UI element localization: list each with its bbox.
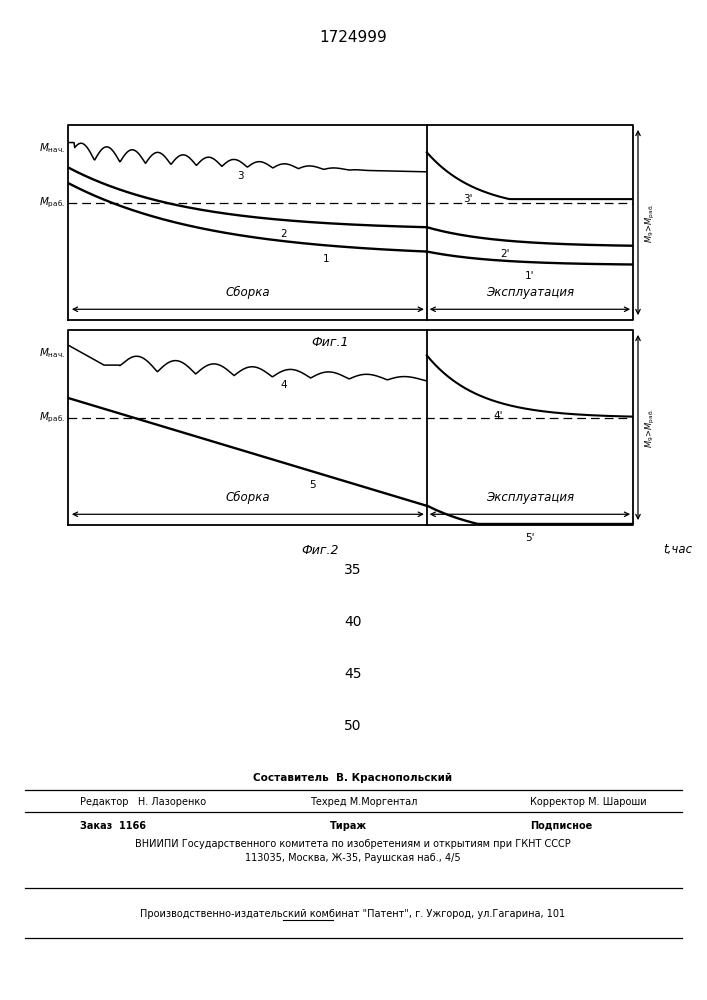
Text: $M_{\rm{раб.}}$: $M_{\rm{раб.}}$ bbox=[39, 411, 65, 425]
Text: Тираж: Тираж bbox=[330, 821, 367, 831]
Text: $M_{\rm{раб.}}$: $M_{\rm{раб.}}$ bbox=[39, 196, 65, 210]
Text: $M_9\!>\!M_{\rm{раб.}}$: $M_9\!>\!M_{\rm{раб.}}$ bbox=[644, 407, 657, 448]
Text: 4': 4' bbox=[493, 411, 503, 421]
Text: t,час: t,час bbox=[663, 544, 693, 556]
Text: Заказ  1166: Заказ 1166 bbox=[80, 821, 146, 831]
Text: 50: 50 bbox=[344, 719, 362, 733]
Text: $M_9\!>\!M_{\rm{раб.}}$: $M_9\!>\!M_{\rm{раб.}}$ bbox=[644, 202, 657, 243]
Text: Корректор М. Шароши: Корректор М. Шароши bbox=[530, 797, 647, 807]
Text: Сборка: Сборка bbox=[225, 286, 269, 299]
Text: 1': 1' bbox=[525, 271, 534, 281]
Text: $M_{\rm{нач.}}$: $M_{\rm{нач.}}$ bbox=[39, 141, 65, 155]
Text: 2: 2 bbox=[280, 229, 287, 239]
Text: Техред М.Моргентал: Техред М.Моргентал bbox=[310, 797, 417, 807]
Text: Редактор   Н. Лазоренко: Редактор Н. Лазоренко bbox=[80, 797, 206, 807]
Text: 45: 45 bbox=[344, 667, 362, 681]
Text: 3: 3 bbox=[238, 171, 244, 181]
Text: Подписное: Подписное bbox=[530, 821, 592, 831]
Text: Фиг.2: Фиг.2 bbox=[302, 544, 339, 556]
Text: Эксплуатация: Эксплуатация bbox=[486, 286, 574, 299]
Text: 5': 5' bbox=[525, 533, 534, 543]
Text: 3': 3' bbox=[463, 194, 473, 204]
Text: Составитель  В. Краснопольский: Составитель В. Краснопольский bbox=[253, 773, 452, 783]
Text: 1: 1 bbox=[323, 254, 329, 264]
Text: $M_{\rm{нач.}}$: $M_{\rm{нач.}}$ bbox=[39, 347, 65, 360]
Text: 5: 5 bbox=[309, 480, 315, 490]
Text: 2': 2' bbox=[501, 249, 510, 259]
Text: Эксплуатация: Эксплуатация bbox=[486, 491, 574, 504]
Text: Производственно-издательский комбинат "Патент", г. Ужгород, ул.Гагарина, 101: Производственно-издательский комбинат "П… bbox=[141, 909, 566, 919]
Text: 4: 4 bbox=[280, 380, 287, 390]
Text: Фиг.1: Фиг.1 bbox=[312, 336, 349, 349]
Text: 40: 40 bbox=[344, 615, 362, 629]
Text: 1724999: 1724999 bbox=[319, 29, 387, 44]
Text: 35: 35 bbox=[344, 563, 362, 577]
Text: 113035, Москва, Ж-35, Раушская наб., 4/5: 113035, Москва, Ж-35, Раушская наб., 4/5 bbox=[245, 853, 461, 863]
Text: Сборка: Сборка bbox=[225, 491, 269, 504]
Text: ВНИИПИ Государственного комитета по изобретениям и открытиям при ГКНТ СССР: ВНИИПИ Государственного комитета по изоб… bbox=[135, 839, 571, 849]
